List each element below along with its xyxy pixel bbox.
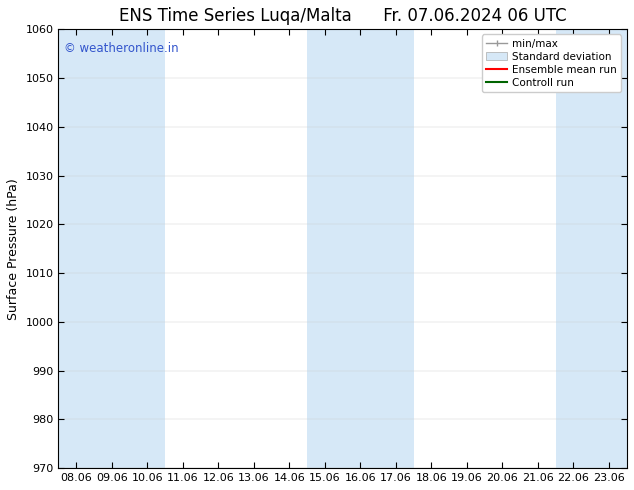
Bar — [555, 29, 626, 468]
Text: © weatheronline.in: © weatheronline.in — [64, 43, 179, 55]
Y-axis label: Surface Pressure (hPa): Surface Pressure (hPa) — [7, 178, 20, 319]
Title: ENS Time Series Luqa/Malta      Fr. 07.06.2024 06 UTC: ENS Time Series Luqa/Malta Fr. 07.06.202… — [119, 7, 566, 25]
Legend: min/max, Standard deviation, Ensemble mean run, Controll run: min/max, Standard deviation, Ensemble me… — [482, 34, 621, 92]
Bar — [307, 29, 413, 468]
Bar — [58, 29, 165, 468]
